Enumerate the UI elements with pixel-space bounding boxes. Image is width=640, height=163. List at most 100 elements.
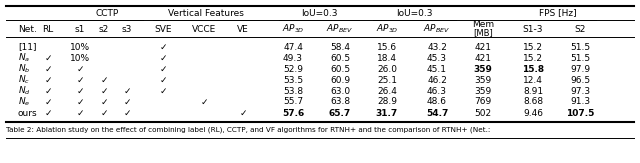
Text: ✓: ✓ [76,109,84,118]
Text: s3: s3 [122,24,132,34]
Text: $N_d$: $N_d$ [18,85,31,97]
Text: 49.3: 49.3 [283,53,303,62]
Text: ✓: ✓ [100,109,108,118]
Text: $AP_{3D}$: $AP_{3D}$ [282,23,304,35]
Text: 91.3: 91.3 [570,97,590,106]
Text: 10%: 10% [70,43,90,52]
Text: 359: 359 [474,87,492,96]
Text: ✓: ✓ [76,65,84,74]
Text: 31.7: 31.7 [376,109,398,118]
Text: $AP_{3D}$: $AP_{3D}$ [376,23,398,35]
Text: 48.6: 48.6 [427,97,447,106]
Text: $AP_{BEV}$: $AP_{BEV}$ [424,23,451,35]
Text: 28.9: 28.9 [377,97,397,106]
Text: $N_a$: $N_a$ [18,52,30,64]
Text: ✓: ✓ [76,97,84,106]
Text: IoU=0.3: IoU=0.3 [301,8,337,17]
Text: 359: 359 [474,65,492,74]
Text: ✓: ✓ [44,109,52,118]
Text: [MB]: [MB] [473,29,493,38]
Text: RL: RL [42,24,54,34]
Text: ours: ours [18,109,38,118]
Text: ✓: ✓ [44,97,52,106]
Text: s2: s2 [99,24,109,34]
Text: 60.5: 60.5 [330,65,350,74]
Text: 60.5: 60.5 [330,53,350,62]
Text: 25.1: 25.1 [377,75,397,84]
Text: 421: 421 [474,43,492,52]
Text: 51.5: 51.5 [570,43,590,52]
Text: $AP_{BEV}$: $AP_{BEV}$ [326,23,353,35]
Text: ✓: ✓ [100,87,108,96]
Text: Net.: Net. [18,24,37,34]
Text: 55.7: 55.7 [283,97,303,106]
Text: 421: 421 [474,53,492,62]
Text: 9.46: 9.46 [523,109,543,118]
Text: ✓: ✓ [159,43,167,52]
Text: 60.9: 60.9 [330,75,350,84]
Text: 63.8: 63.8 [330,97,350,106]
Text: 15.2: 15.2 [523,43,543,52]
Text: 58.4: 58.4 [330,43,350,52]
Text: ✓: ✓ [76,75,84,84]
Text: ✓: ✓ [100,97,108,106]
Text: 53.5: 53.5 [283,75,303,84]
Text: 63.0: 63.0 [330,87,350,96]
Text: ✓: ✓ [159,75,167,84]
Text: $N_b$: $N_b$ [18,63,31,75]
Text: 57.6: 57.6 [282,109,304,118]
Text: 15.6: 15.6 [377,43,397,52]
Text: IoU=0.3: IoU=0.3 [396,8,433,17]
Text: $N_c$: $N_c$ [18,74,30,86]
Text: 51.5: 51.5 [570,53,590,62]
Text: 8.91: 8.91 [523,87,543,96]
Text: 12.4: 12.4 [523,75,543,84]
Text: 54.7: 54.7 [426,109,448,118]
Text: 18.4: 18.4 [377,53,397,62]
Text: ✓: ✓ [44,87,52,96]
Text: 26.0: 26.0 [377,65,397,74]
Text: 26.4: 26.4 [377,87,397,96]
Text: 97.9: 97.9 [570,65,590,74]
Text: 65.7: 65.7 [329,109,351,118]
Text: 769: 769 [474,97,492,106]
Text: 15.2: 15.2 [523,53,543,62]
Text: Mem: Mem [472,20,494,30]
Text: 10%: 10% [70,53,90,62]
Text: 97.3: 97.3 [570,87,590,96]
Text: ✓: ✓ [200,97,208,106]
Text: 52.9: 52.9 [283,65,303,74]
Text: 502: 502 [474,109,492,118]
Text: ✓: ✓ [44,75,52,84]
Text: ✓: ✓ [159,65,167,74]
Text: 8.68: 8.68 [523,97,543,106]
Text: ✓: ✓ [124,87,131,96]
Text: VCCE: VCCE [192,24,216,34]
Text: 45.1: 45.1 [427,65,447,74]
Text: 46.3: 46.3 [427,87,447,96]
Text: 107.5: 107.5 [566,109,594,118]
Text: CCTP: CCTP [95,8,118,17]
Text: 15.8: 15.8 [522,65,544,74]
Text: S2: S2 [574,24,586,34]
Text: s1: s1 [75,24,85,34]
Text: SVE: SVE [154,24,172,34]
Text: ✓: ✓ [100,75,108,84]
Text: 53.8: 53.8 [283,87,303,96]
Text: [11]: [11] [18,43,36,52]
Text: ✓: ✓ [159,87,167,96]
Text: FPS [Hz]: FPS [Hz] [540,8,577,17]
Text: ✓: ✓ [124,109,131,118]
Text: VE: VE [237,24,249,34]
Text: ✓: ✓ [124,97,131,106]
Text: 45.3: 45.3 [427,53,447,62]
Text: Table 2: Ablation study on the effect of combining label (RL), CCTP, and VF algo: Table 2: Ablation study on the effect of… [6,127,490,133]
Text: 359: 359 [474,75,492,84]
Text: S1-3: S1-3 [523,24,543,34]
Text: 46.2: 46.2 [427,75,447,84]
Text: ✓: ✓ [76,87,84,96]
Text: ✓: ✓ [239,109,247,118]
Text: $N_e$: $N_e$ [18,96,30,108]
Text: ✓: ✓ [44,65,52,74]
Text: ✓: ✓ [159,53,167,62]
